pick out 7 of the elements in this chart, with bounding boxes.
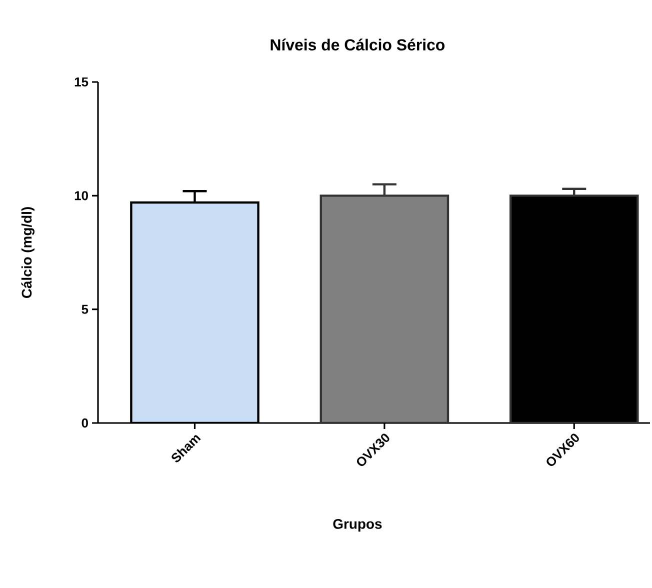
chart-title: Níveis de Cálcio Sérico	[270, 38, 445, 50]
x-axis-title: Grupos	[333, 518, 382, 532]
y-axis-title: Cálcio (mg/dl)	[21, 207, 34, 298]
y-tick-label: 0	[82, 418, 88, 428]
y-tick-label: 15	[74, 77, 88, 87]
y-tick-label: 10	[74, 191, 88, 200]
y-tick-label: 5	[82, 304, 88, 314]
